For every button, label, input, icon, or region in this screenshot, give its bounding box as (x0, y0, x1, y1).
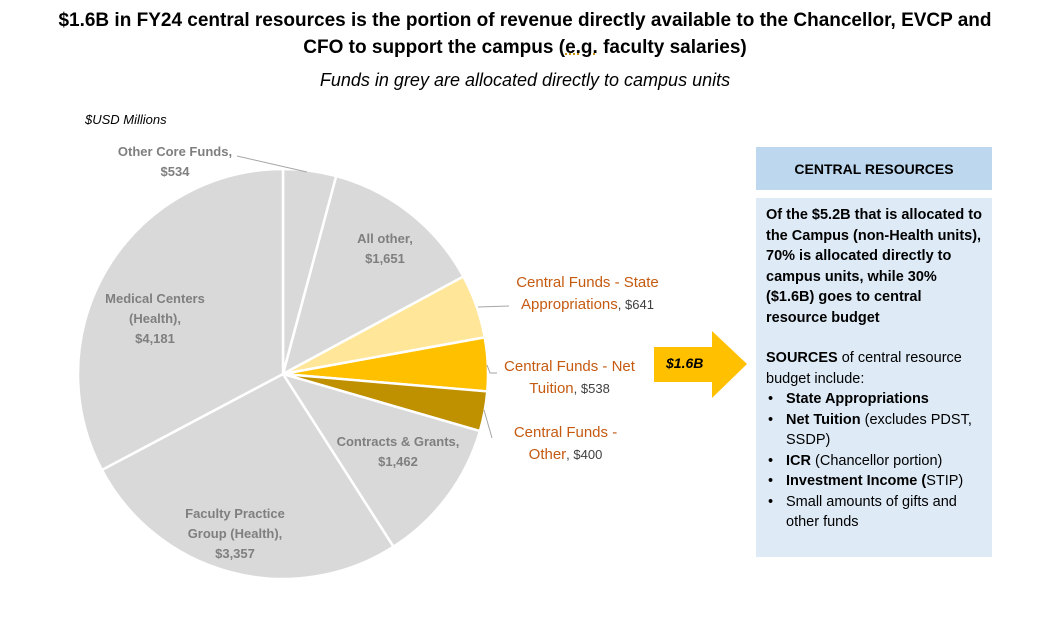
arrow-icon (654, 331, 747, 398)
list-item: Net Tuition (excludes PDST, SSDP) (766, 410, 984, 451)
panel-header: CENTRAL RESOURCES (756, 147, 992, 190)
title-line-2: CFO to support the campus (e.g. faculty … (0, 37, 1050, 59)
slice-label-medical-centers: Medical Centers (Health), $4,181 (105, 291, 205, 346)
subtitle: Funds in grey are allocated directly to … (319, 70, 731, 90)
leader-line-other-core (236, 155, 308, 173)
arrow-label: $1.6B (666, 355, 704, 371)
title-part: CFO to support the campus ( (303, 37, 566, 58)
pie-slice-all-other (281, 174, 466, 377)
panel-intro: Of the $5.2B that is allocated to the Ca… (766, 207, 982, 326)
leader-line-tuition (486, 364, 497, 374)
units-label: $USD Millions (85, 112, 167, 127)
list-item: State Appropriations (766, 389, 984, 410)
list-item: ICR (Chancellor portion) (766, 451, 984, 472)
slice-label-faculty-practice: Faculty Practice Group (Health), $3,357 (185, 506, 285, 561)
sources-list: State Appropriations Net Tuition (exclud… (766, 389, 984, 533)
title-line-1: $1.6B in FY24 central resources is the p… (58, 10, 992, 31)
list-item: Investment Income (STIP) (766, 471, 984, 492)
title-part: faculty salaries) (597, 37, 747, 58)
leader-line-state (477, 305, 510, 308)
slice-label-state-appropriations: Central Funds - State Appropriations, $64… (516, 274, 659, 313)
list-item: Small amounts of gifts and other funds (766, 492, 984, 533)
panel-sources: SOURCES of central resource budget inclu… (766, 350, 962, 387)
slice-label-contracts-grants: Contracts & Grants, $1,462 (336, 434, 460, 469)
title-eg: e.g. (565, 37, 598, 58)
panel-body: Of the $5.2B that is allocated to the Ca… (756, 198, 992, 557)
leader-line-other (483, 409, 493, 439)
slice-label-central-other: Central Funds - Other, $400 (513, 424, 618, 463)
slice-label-net-tuition: Central Funds - Net Tuition, $538 (504, 358, 635, 397)
pie-slice-medical-centers-health- (76, 167, 285, 472)
pie-slice-faculty-practice-group-health- (100, 372, 396, 581)
pie-slice-contracts-grants (280, 371, 482, 549)
slice-label-other-core: Other Core Funds, $534 (117, 144, 233, 179)
slice-label-all-other: All other, $1,651 (357, 231, 413, 266)
